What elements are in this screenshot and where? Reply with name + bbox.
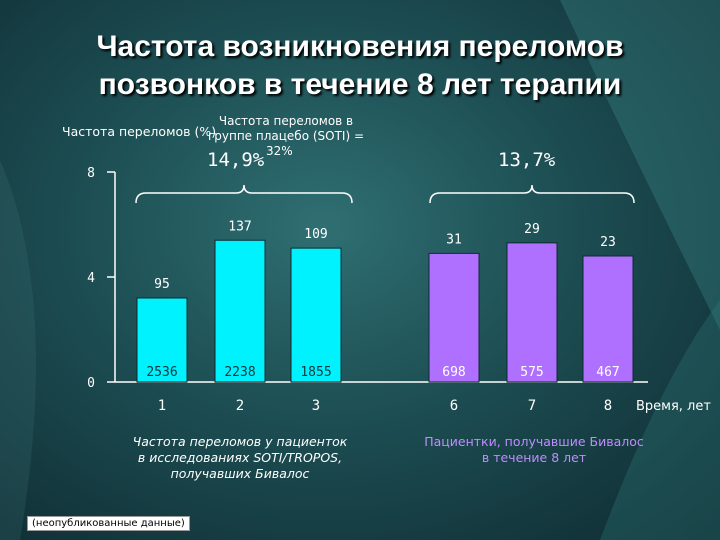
slide-title-line2: позвонков в течение 8 лет терапии — [98, 68, 622, 101]
fracture-count-label: 31 — [446, 232, 462, 247]
fracture-count-label: 95 — [154, 277, 170, 292]
y-tick-label: 8 — [87, 166, 95, 181]
patient-count-label: 2238 — [224, 365, 255, 380]
left-group-caption-line2: в исследованиях SOTI/TROPOS, — [137, 450, 343, 465]
fracture-count-label: 109 — [304, 227, 327, 242]
fracture-count-label: 23 — [600, 235, 616, 250]
patient-count-label: 467 — [596, 365, 619, 380]
bar-year-1 — [136, 297, 188, 383]
y-tick-label: 4 — [87, 271, 95, 286]
patient-count-label: 1855 — [300, 365, 331, 380]
x-tick-label: 8 — [604, 398, 612, 414]
fracture-count-label: 137 — [228, 219, 251, 234]
x-tick-label: 2 — [236, 398, 244, 414]
placebo-caption: Частота переломов в группе плацебо (SOTI… — [196, 114, 376, 144]
x-tick-label: 7 — [528, 398, 536, 414]
left-group-caption-line3: получавших Бивалос — [170, 466, 310, 481]
bar-year-8 — [582, 255, 634, 383]
right-group-caption-line2: в течение 8 лет — [481, 450, 587, 465]
footnote: (неопубликованные данные) — [27, 516, 190, 531]
placebo-value-b: 32% — [266, 144, 293, 158]
left-group-caption: Частота переломов у пациенток в исследов… — [110, 434, 370, 482]
placebo-caption-line2: группе плацебо (SOTI) = — [207, 129, 365, 143]
x-tick-label: 3 — [312, 398, 320, 414]
left-group-caption-line1: Частота переломов у пациенток — [132, 434, 348, 449]
patient-count-label: 575 — [520, 365, 543, 380]
x-tick-label: 6 — [450, 398, 458, 414]
placebo-caption-line1: Частота переломов в — [218, 114, 354, 128]
right-group-caption-line1: Пациентки, получавшие Бивалос — [424, 434, 644, 449]
right-group-value: 13,7% — [498, 149, 556, 171]
slide-title-line1: Частота возникновения переломов — [96, 30, 624, 63]
bar-year-2 — [214, 239, 266, 383]
right-group-brace — [429, 184, 635, 204]
bar-year-6 — [428, 252, 480, 383]
patient-count-label: 698 — [442, 365, 465, 380]
right-group-caption: Пациентки, получавшие Бивалос в течение … — [404, 434, 664, 466]
fracture-count-label: 29 — [524, 222, 540, 237]
y-tick-label: 0 — [87, 376, 95, 391]
y-axis-title: Частота переломов (%) — [62, 124, 217, 139]
patient-count-label: 2536 — [146, 365, 177, 380]
left-group-brace — [135, 184, 353, 204]
bar-year-7 — [506, 242, 558, 383]
x-axis-title: Время, лет — [636, 399, 711, 414]
bar-year-3 — [290, 247, 342, 383]
placebo-value-a: 14,9% — [207, 149, 265, 171]
x-tick-label: 1 — [158, 398, 166, 414]
